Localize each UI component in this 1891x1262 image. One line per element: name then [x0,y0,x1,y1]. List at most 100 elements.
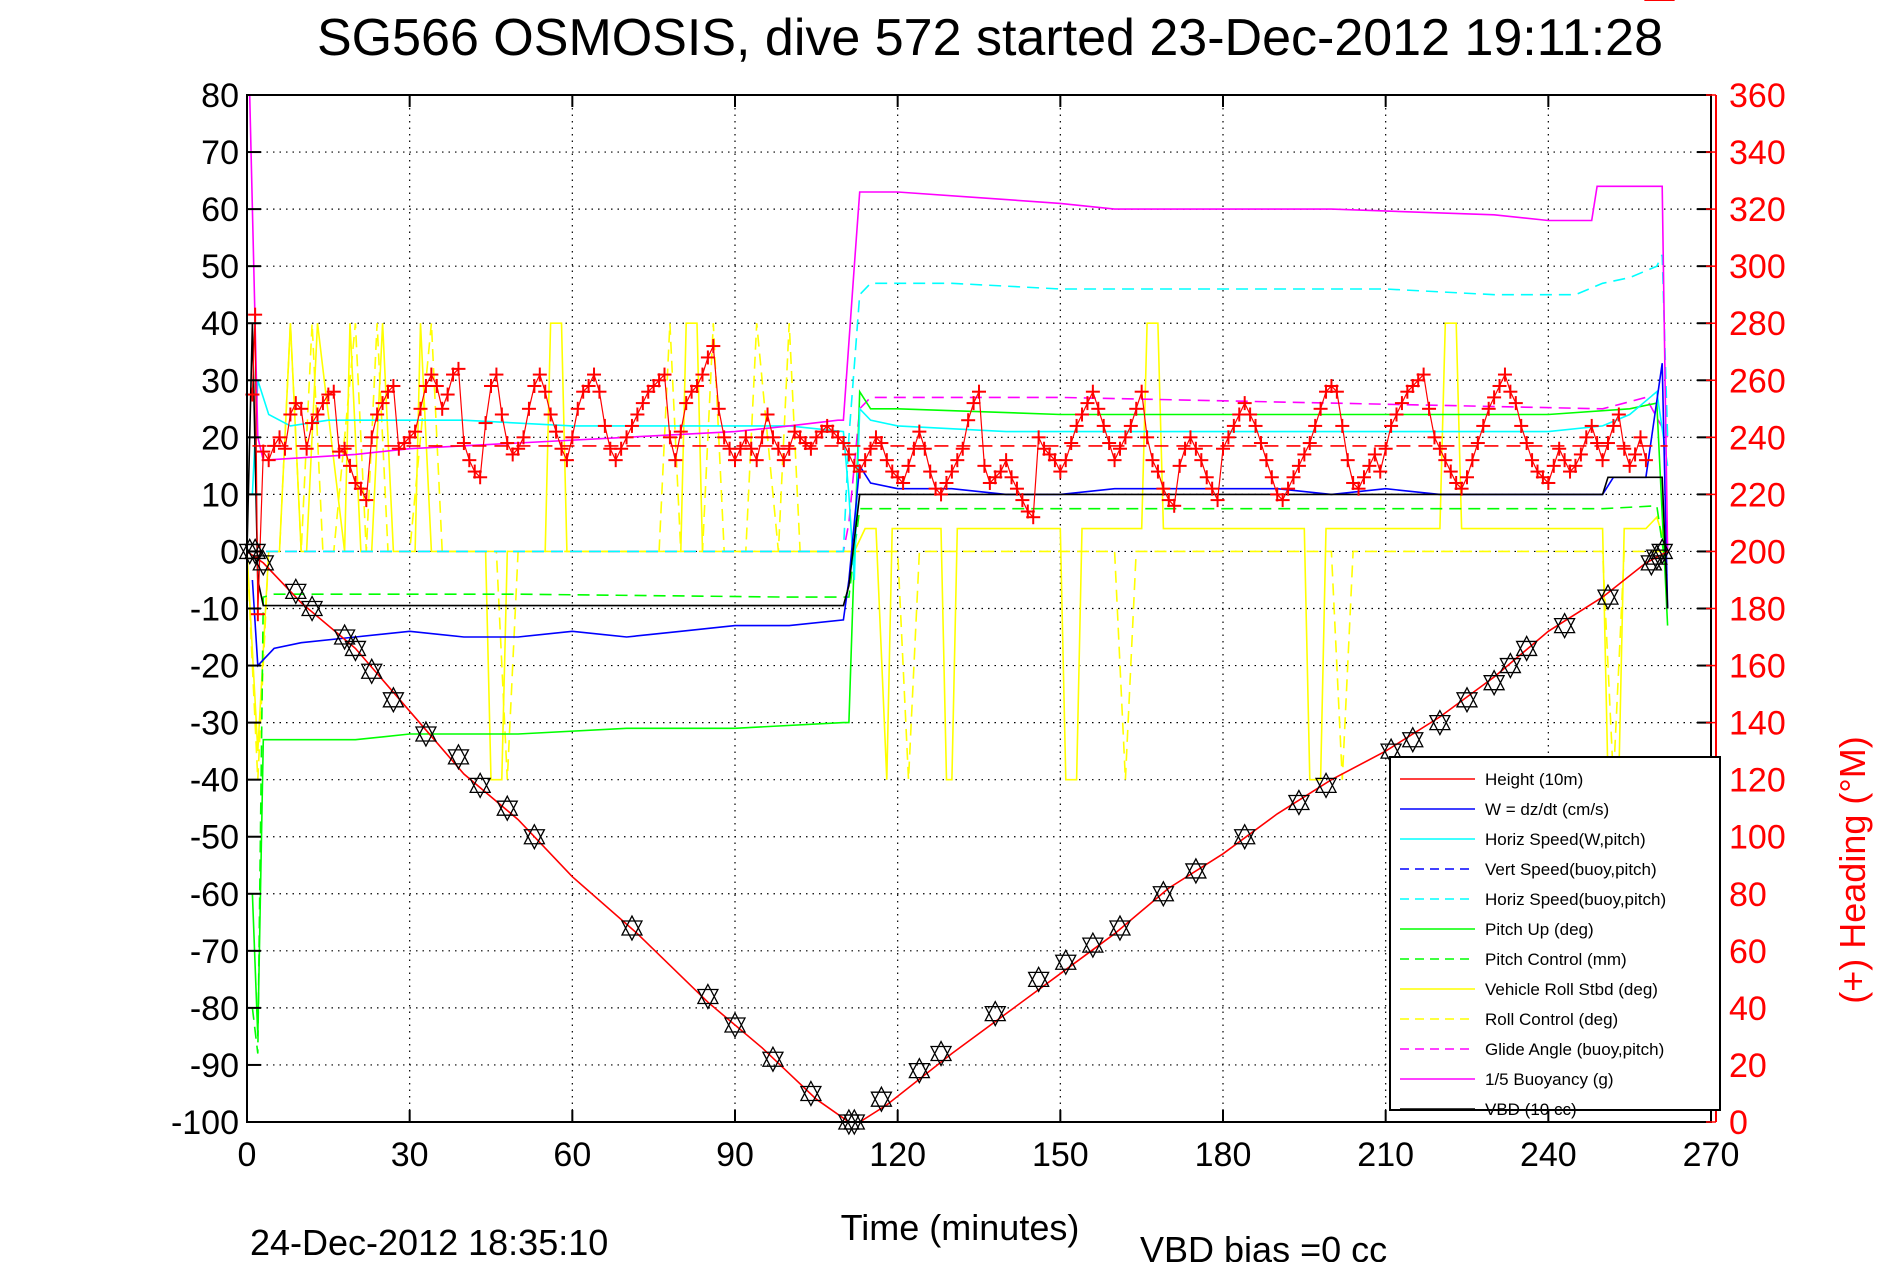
marker-triangle-up [620,914,644,936]
marker-triangle-up [723,1011,747,1033]
vbd-bias-annotation: VBD bias =0 cc [1140,1229,1387,1262]
y2-tick-label: 200 [1729,533,1786,571]
plot-area [238,0,1675,1136]
marker-triangle-down [300,600,324,622]
marker-triangle-down [382,692,405,714]
profile-marker [382,686,405,714]
marker-triangle-down [447,749,470,771]
y2-axis-label: (+) Heading (°M) [1832,736,1873,1003]
profile-marker [1314,771,1338,799]
profile-marker [469,771,492,799]
y2-tick-label: 100 [1729,819,1786,857]
marker-triangle-down [496,800,519,822]
profile-marker [870,1085,893,1113]
y2-tick-label: 260 [1729,362,1786,400]
profile-marker [1553,612,1576,640]
marker-triangle-down [1027,971,1050,993]
x-tick-label: 30 [391,1136,429,1174]
marker-triangle-down [252,555,275,577]
profile-marker [284,577,307,605]
marker-triangle-down [1428,714,1451,737]
profile-marker [1483,669,1506,697]
marker-triangle-down [333,629,356,651]
y2-tick-label: 120 [1729,762,1786,800]
profile-marker [1428,709,1451,737]
marker-triangle-down [929,1045,953,1067]
marker-triangle-down [1553,617,1576,640]
y-tick-label: 30 [201,362,239,400]
series-line-glide-angle-buoy-pitch- [247,396,1669,553]
marker-triangle-up [1081,931,1104,953]
profile-marker [620,914,644,942]
marker-triangle-up [447,743,470,765]
marker-triangle-up [1483,669,1506,691]
marker-triangle-up [984,1000,1007,1022]
marker-triangle-down [696,988,719,1010]
y-tick-label: -60 [190,876,239,914]
y2-tick-label: 300 [1729,248,1786,286]
marker-triangle-down [1108,920,1132,942]
profile-marker [1455,686,1479,714]
marker-triangle-down [360,663,383,685]
y2-tick-label: 60 [1729,933,1767,971]
legend-label: Height (10m) [1485,770,1583,789]
marker-triangle-down [908,1063,931,1085]
y2-tick-label: 280 [1729,305,1786,343]
marker-triangle-up [523,823,546,845]
y-tick-label: -90 [190,1047,239,1085]
marker-triangle-up [360,657,383,679]
marker-triangle-up [1152,880,1175,902]
marker-triangle-up [1184,857,1207,879]
marker-triangle-down [843,1114,866,1136]
marker-triangle-down [523,829,546,851]
series-line-vbd-10-cc- [247,323,1669,609]
marker-triangle-down [1380,743,1403,765]
profile-marker [984,1000,1007,1027]
y2-tick-label: 180 [1729,591,1786,629]
profile-marker [929,1040,953,1067]
profile-marker [1184,857,1207,885]
profile-marker [1152,880,1175,908]
legend-label: Vert Speed(buoy,pitch) [1485,860,1657,879]
marker-triangle-down [1596,589,1620,611]
grid [247,95,1711,1122]
marker-triangle-up [761,1045,785,1067]
x-axis-label: Time (minutes) [841,1207,1080,1248]
y2-tick-label: 20 [1729,1047,1767,1085]
x-tick-labels: 0 30 60 90 120 150 180 210 240 270 [238,1136,1740,1174]
marker-triangle-up [1401,726,1424,748]
y2-tick-label: 0 [1729,1104,1748,1142]
profile-marker [1027,965,1050,993]
marker-triangle-down [1054,954,1077,976]
marker-triangle-down [620,920,644,942]
marker-triangle-up [870,1085,893,1107]
y2-tick-label: 160 [1729,648,1786,686]
x-tick-label: 270 [1683,1136,1740,1174]
heading-line [251,314,1647,615]
y-tick-label: -100 [171,1104,239,1142]
marker-triangle-up [496,794,519,816]
marker-triangle-down [799,1085,822,1107]
profile-marker [1287,789,1310,816]
y-tick-label: 0 [220,533,239,571]
x-tick-label: 150 [1032,1136,1089,1174]
marker-triangle-down [1499,657,1522,679]
profile-marker [1233,823,1256,851]
marker-triangle-up [382,686,405,708]
marker-triangle-down [1081,937,1104,959]
series-line-pitch-control-mm- [251,504,1669,1054]
profile-marker [344,635,367,662]
marker-triangle-down [870,1091,893,1113]
x-tick-label: 240 [1520,1136,1577,1174]
series-line-1-5-buoyancy-g- [248,95,1669,552]
marker-triangle-up [1596,583,1620,605]
y-tick-label: 80 [201,77,239,115]
profile-marker [252,549,275,577]
y-tick-label: -70 [190,933,239,971]
marker-triangle-up [1651,538,1674,560]
y2-tick-label: 140 [1729,705,1786,743]
marker-triangle-up [1108,914,1132,936]
profile-marker [761,1045,785,1073]
y2-tick-label: 360 [1729,77,1786,115]
